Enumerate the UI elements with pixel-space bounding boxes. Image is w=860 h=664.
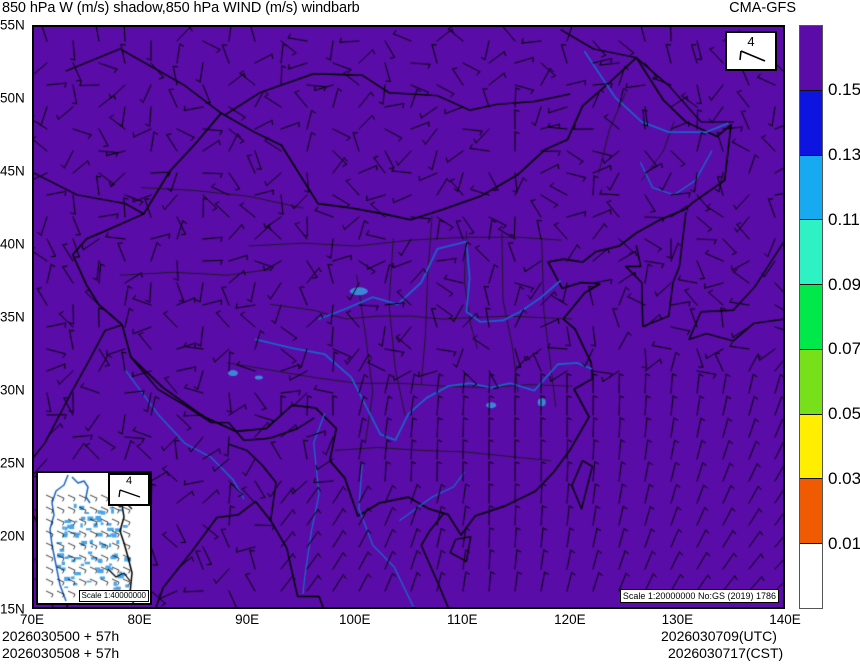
colorbar-segment-7	[800, 479, 822, 545]
page-title: 850 hPa W (m/s) shadow,850 hPa WIND (m/s…	[2, 0, 360, 16]
lat-tick-45n: 45N	[0, 163, 25, 179]
colorbar-segment-8	[800, 544, 822, 609]
colorbar-segment-1	[800, 90, 822, 156]
windbarb-key-value: 4	[747, 34, 755, 49]
windbarb-key-icon	[739, 50, 766, 62]
colorbar-tick-0-11: 0.11	[828, 209, 860, 229]
windbarb-key: 4	[725, 31, 777, 71]
lat-tick-50n: 50N	[0, 90, 25, 106]
init-time-cst: 2026030508 + 57h	[2, 645, 120, 661]
colorbar-segment-5	[800, 349, 822, 415]
map-panel[interactable]: 4 4 Scale 1:40000000 Scale 1:20000000 No…	[32, 25, 785, 609]
lon-tick-130e: 130E	[661, 612, 694, 627]
map-field-canvas	[34, 27, 783, 607]
colorbar-tick-0-07: 0.07	[828, 339, 860, 359]
inset-windbarb-key-value: 4	[125, 475, 133, 487]
lon-tick-140e: 140E	[769, 612, 801, 627]
lon-tick-90e: 90E	[235, 612, 260, 627]
lat-tick-55n: 55N	[0, 17, 25, 33]
inset-map[interactable]: 4 Scale 1:40000000	[36, 471, 152, 605]
colorbar-tick-0-09: 0.09	[828, 274, 860, 294]
colorbar-tick-0-15: 0.15	[828, 79, 860, 99]
lat-tick-30n: 30N	[0, 382, 25, 398]
colorbar-tick-0-01: 0.01	[828, 534, 860, 554]
lat-tick-20n: 20N	[0, 528, 25, 544]
lat-tick-35n: 35N	[0, 309, 25, 325]
colorbar-segment-6	[800, 414, 822, 480]
map-scale-note: Scale 1:20000000 No:GS (2019) 1786	[619, 589, 779, 603]
valid-time-utc: 2026030709(UTC)	[661, 628, 777, 644]
lon-tick-80e: 80E	[127, 612, 152, 627]
colorbar[interactable]	[799, 25, 823, 609]
valid-time-cst: 2026030717(CST)	[668, 645, 784, 661]
inset-windbarb-key-icon	[118, 489, 141, 498]
colorbar-tick-0-05: 0.05	[828, 404, 860, 424]
inset-windbarb-key: 4	[108, 473, 150, 506]
colorbar-segment-0	[800, 26, 822, 91]
lon-tick-70e: 70E	[19, 612, 45, 627]
lon-tick-110e: 110E	[447, 612, 478, 627]
lat-tick-25n: 25N	[0, 455, 25, 471]
lat-tick-15n: 15N	[0, 601, 25, 617]
colorbar-tick-0-03: 0.03	[828, 469, 860, 489]
colorbar-segment-4	[800, 285, 822, 350]
inset-scale-note: Scale 1:40000000	[78, 590, 149, 602]
lon-tick-120e: 120E	[554, 612, 586, 627]
model-label: CMA-GFS	[729, 0, 796, 16]
colorbar-segment-2	[800, 155, 822, 221]
colorbar-tick-0-13: 0.13	[828, 144, 860, 164]
init-time-utc: 2026030500 + 57h	[2, 628, 120, 644]
lat-tick-40n: 40N	[0, 236, 25, 252]
lon-tick-100e: 100E	[338, 612, 371, 627]
colorbar-segment-3	[800, 220, 822, 286]
